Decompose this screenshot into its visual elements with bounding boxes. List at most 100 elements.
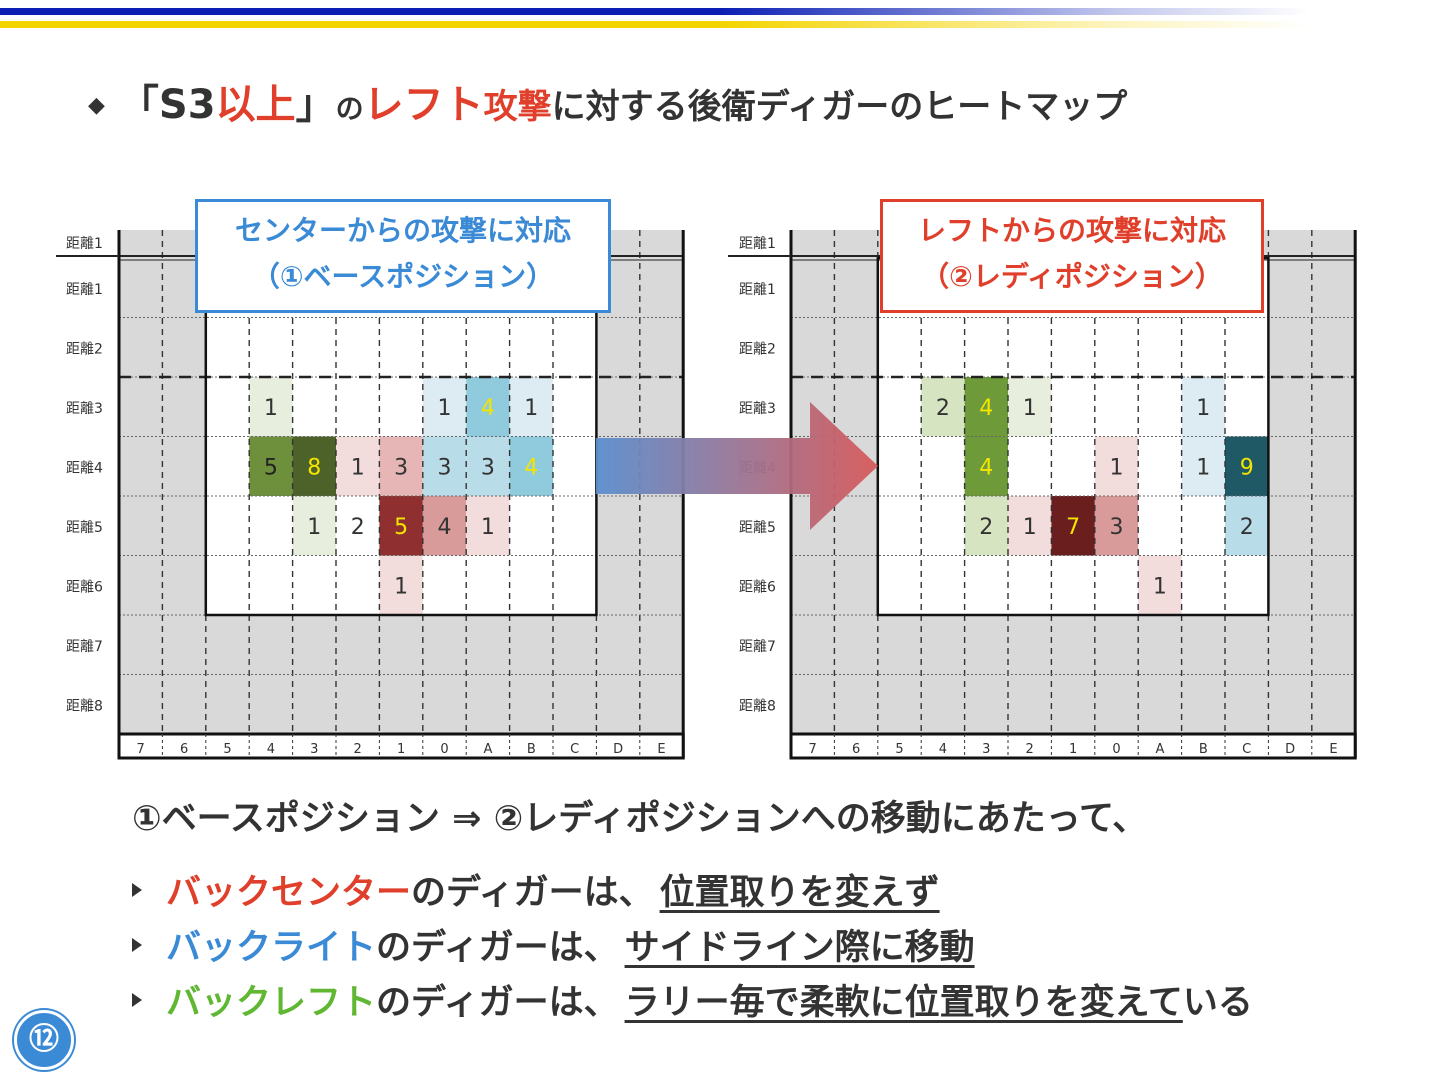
heat-cell [1094,496,1139,556]
heat-cell [1051,496,1095,556]
heat-cell-value: 5 [264,455,278,480]
heat-cell-value: 1 [524,396,538,421]
row-label: 距離8 [739,697,776,714]
callout-base-position: センターからの攻撃に対応 （①ベースポジション） [195,199,611,313]
bullet-back-right: バックライト のディガーは、 サイドライン際に移動 [132,917,1253,972]
heat-cell [249,436,293,496]
heat-cell [964,377,1008,437]
heat-cell-value: 1 [1196,396,1210,421]
heat-cell-value: 3 [1110,515,1124,540]
bullet-tail: いる [1182,983,1253,1023]
heat-cell [292,496,336,556]
heat-cell [1225,496,1269,556]
heat-cell [1181,436,1225,496]
column-label: D [1285,742,1295,757]
bullet-mid: のディガーは、 [411,873,654,913]
row-label: 距離8 [66,697,103,714]
bullet-role: バックセンター [166,873,412,913]
heat-cell-value: 1 [307,515,321,540]
heat-cell-value: 1 [481,515,495,540]
column-label: A [1155,742,1164,757]
title-ijou: 以上 [215,82,296,128]
title-open-bracket: 「 [118,82,159,128]
bullet-list: バックセンター のディガーは、 位置取りを変えず バックライト のディガーは、 … [132,862,1253,1027]
heat-cell-value: 1 [394,574,408,599]
bullet-role: バックライト [166,928,377,968]
column-label: 6 [180,742,188,757]
row-label: 距離2 [739,340,776,357]
heat-cell [466,496,510,556]
title-kougeki: 攻撃 [483,87,552,127]
heat-cell-value: 1 [351,455,365,480]
column-label: 1 [1069,742,1077,757]
bullet-back-left: バックレフト のディガーは、 ラリー毎で柔軟に位置取りを変えて いる [132,972,1253,1027]
heat-cell-value: 5 [394,515,408,540]
heat-cell [1181,377,1225,437]
header-blue-stripe [0,8,1310,15]
heat-cell-value: 2 [979,515,993,540]
heat-cell [1008,377,1052,437]
column-label: 3 [310,742,318,757]
row-label: 距離7 [66,638,103,655]
triangle-bullet-icon [132,992,142,1007]
heat-cell-value: 4 [481,396,495,421]
heat-cell [379,555,423,615]
row-label: 距離5 [66,519,103,536]
column-label: E [657,742,665,757]
heat-cell [336,436,380,496]
heat-cell [1138,555,1182,615]
column-label: 2 [1026,742,1034,757]
column-label: 5 [895,742,903,757]
heat-cell-value: 9 [1240,455,1254,480]
column-label: D [613,742,623,757]
heat-cell [921,377,965,437]
column-label: 5 [223,742,231,757]
heat-cell-value: 1 [1153,574,1167,599]
bullet-back-center: バックセンター のディガーは、 位置取りを変えず [132,862,1253,917]
column-label-strip [117,732,685,760]
title-rest: に対する後衛ディガーのヒートマップ [551,87,1128,127]
column-label: E [1329,742,1337,757]
heat-cell [422,377,467,437]
callout-ready-position: レフトからの攻撃に対応 （②レディポジション） [880,199,1264,313]
summary-text: ①ベースポジション ⇒ ②レディポジションへの移動にあたって、 [132,799,1148,839]
heat-cell-value: 8 [307,455,321,480]
heat-cell [422,436,467,496]
heat-cell-value: 7 [1066,515,1080,540]
callout-base-line1: センターからの攻撃に対応 [234,214,571,247]
triangle-bullet-icon [132,937,142,952]
heat-cell [964,436,1008,496]
slide-title: ◆ 「 S3 以上 」 の レフト 攻撃 に対する後衛ディガーのヒートマップ [88,72,1127,132]
callout-ready-line1: レフトからの攻撃に対応 [917,214,1226,247]
column-label: 0 [440,742,448,757]
heat-cell [379,436,423,496]
column-label: 0 [1112,742,1120,757]
heat-cell [466,377,510,437]
heat-cell-value: 3 [481,455,495,480]
row-label: 距離2 [66,340,103,357]
heatmap-right: 2 4 1 1 4 1 1 9 2 1 7 3 2 1 7 6 5 4 3 2 1 0 A B C D E 距離1 距離1 距離2 距離3 距… [728,230,1357,760]
header-yellow-stripe [0,21,1310,28]
heat-cell [292,436,336,496]
heatmap-left: 1 1 4 15 8 1 3 3 3 41 2 5 4 117 6 5 4 3 2 1 0 A B C D E距離1距離1距離2距… [56,230,685,760]
column-label: 6 [852,742,860,757]
heat-cell [379,496,423,556]
bullet-underlined: ラリー毎で柔軟に位置取りを変えて [624,983,1183,1023]
heat-cell-value: 2 [351,515,365,540]
row-label: 距離1 [739,235,776,252]
row-label: 距離6 [66,578,103,595]
heat-cell-value: 1 [1196,455,1210,480]
column-label: C [570,742,579,757]
heat-cell-value: 4 [438,515,452,540]
callout-ready-line2: （②レディポジション） [921,260,1223,293]
heat-cell [509,377,553,437]
heat-cell-value: 1 [438,396,452,421]
column-label: 4 [939,742,947,757]
row-label: 距離1 [739,281,776,298]
column-label: A [483,742,492,757]
row-label: 距離3 [66,400,103,417]
title-s3: S3 [158,82,216,128]
column-label-strip [789,732,1357,760]
heat-cell-value: 4 [524,455,538,480]
column-label: 3 [982,742,990,757]
